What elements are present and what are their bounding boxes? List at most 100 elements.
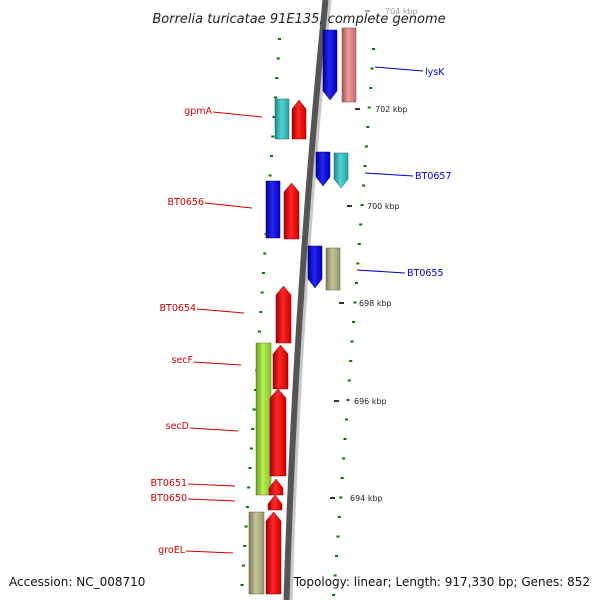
ruler-label: 704 kbp: [385, 7, 418, 16]
forward-strand-tick: [354, 282, 358, 284]
backbone-dark-strand: [283, 0, 330, 600]
reverse-strand-tick: [270, 155, 273, 157]
forward-strand-tick: [333, 574, 337, 577]
map-title: Borrelia turicatae 91E135, complete geno…: [152, 12, 445, 27]
reverse-strand-tick: [241, 564, 245, 567]
forward-strand-tick: [336, 535, 340, 538]
lime-gene-block: [255, 342, 272, 496]
red-gene-arrow: [291, 99, 307, 140]
forward-strand-tick: [369, 87, 373, 89]
gene-label-bt0655: BT0655: [356, 268, 444, 279]
reverse-strand-tick: [260, 291, 264, 294]
gene-label-text: secD: [166, 421, 189, 432]
reverse-strand-tick: [268, 174, 272, 177]
gene-label-bt0650: BT0650: [151, 493, 236, 504]
gene-label-text: BT0654: [160, 303, 197, 314]
reverse-strand-tick: [274, 96, 277, 99]
summary-text: Topology: linear; Length: 917,330 bp; Ge…: [293, 575, 590, 589]
forward-strand-tick: [342, 457, 346, 460]
forward-strand-tick: [364, 145, 368, 148]
gene-label-text: secF: [172, 355, 193, 366]
ruler-tick: [347, 205, 352, 207]
forward-strand-tick: [350, 340, 354, 343]
forward-strand-tick: [343, 438, 347, 440]
red-gene-arrow: [267, 494, 283, 511]
gene-label-text: lysK: [425, 67, 445, 78]
backbone-light-strand: [289, 0, 332, 600]
ruler-tick: [365, 10, 370, 12]
reverse-strand-tick: [271, 135, 275, 138]
gene-label-secd: secD: [166, 421, 239, 432]
leader-line: [212, 111, 263, 118]
reverse-strand-tick: [251, 428, 255, 430]
forward-strand-tick: [352, 321, 356, 323]
forward-strand-tick: [353, 301, 357, 304]
strand-ticks: [240, 38, 375, 596]
gene-label-bt0656: BT0656: [168, 197, 253, 209]
ruler-tick: [330, 497, 335, 499]
ruler-label: 702 kbp: [375, 105, 408, 114]
red-gene-arrow: [275, 285, 292, 344]
gene-label-text: BT0650: [151, 493, 188, 504]
cyan-gene-arrow: [333, 152, 349, 189]
ruler-mark: 700 kbp: [347, 202, 400, 211]
blue-gene-block: [265, 180, 281, 239]
gene-label-bt0657: BT0657: [364, 171, 452, 182]
gene-label-bt0651: BT0651: [151, 478, 236, 489]
forward-strand-tick: [360, 204, 364, 206]
ruler-mark: 702 kbp: [355, 105, 408, 114]
forward-strand-tick: [356, 262, 360, 265]
forward-strand-tick: [335, 555, 338, 557]
ruler-mark: 696 kbp: [334, 397, 387, 406]
forward-strand-tick: [346, 399, 350, 401]
gene-label-text: BT0655: [407, 268, 444, 279]
gene-features: [248, 27, 357, 595]
khaki-gene-block: [325, 247, 341, 291]
genome-backbone: [283, 0, 332, 600]
ruler-mark: 704 kbp: [365, 7, 418, 16]
blue-gene-arrow: [315, 151, 331, 187]
leader-line: [187, 483, 236, 487]
ruler-mark: 694 kbp: [330, 494, 383, 503]
gene-label-groel: groEL: [158, 545, 234, 556]
leader-line: [185, 550, 234, 554]
gene-label-text: groEL: [158, 545, 186, 556]
forward-strand-tick: [363, 165, 367, 167]
reverse-strand-tick: [252, 408, 256, 411]
reverse-strand-tick: [278, 38, 281, 40]
forward-strand-tick: [340, 477, 344, 479]
reverse-strand-tick: [244, 525, 248, 528]
forward-strand-tick: [349, 360, 353, 362]
leader-line: [189, 427, 239, 432]
reverse-strand-tick: [253, 389, 257, 391]
ruler-label: 700 kbp: [367, 202, 400, 211]
red-gene-arrow: [272, 344, 289, 390]
leader-line: [356, 269, 406, 274]
ruler: 704 kbp 702 kbp 700 kbp 698 kbp 696 kbp 694 k…: [330, 7, 418, 503]
forward-strand-tick: [337, 516, 341, 518]
accession-text: Accession: NC_008710: [9, 575, 145, 589]
forward-strand-tick: [372, 48, 375, 50]
gene-label-text: BT0656: [168, 197, 205, 208]
gene-rows: gpmA BT0656 BT0654 secF secD BT0651 BT0650 groE…: [151, 66, 452, 556]
ruler-mark: 698 kbp: [339, 299, 392, 308]
gene-label-gpma: gpmA: [184, 106, 263, 118]
reverse-strand-tick: [248, 467, 252, 469]
reverse-strand-tick: [245, 506, 249, 508]
gene-label-secf: secF: [172, 355, 242, 366]
leader-line: [364, 172, 414, 177]
reverse-strand-tick: [243, 545, 247, 547]
forward-strand-tick: [332, 594, 336, 596]
gene-label-text: BT0651: [151, 478, 188, 489]
ruler-tick: [355, 108, 360, 110]
pink-gene-block: [341, 27, 357, 103]
forward-strand-tick: [357, 243, 361, 245]
cyan-gene-block: [274, 98, 290, 140]
forward-strand-tick: [339, 496, 343, 499]
reverse-strand-tick: [275, 77, 279, 79]
leader-line: [193, 361, 242, 366]
forward-strand-tick: [345, 418, 348, 421]
reverse-strand-tick: [276, 57, 280, 60]
reverse-strand-tick: [263, 252, 267, 255]
